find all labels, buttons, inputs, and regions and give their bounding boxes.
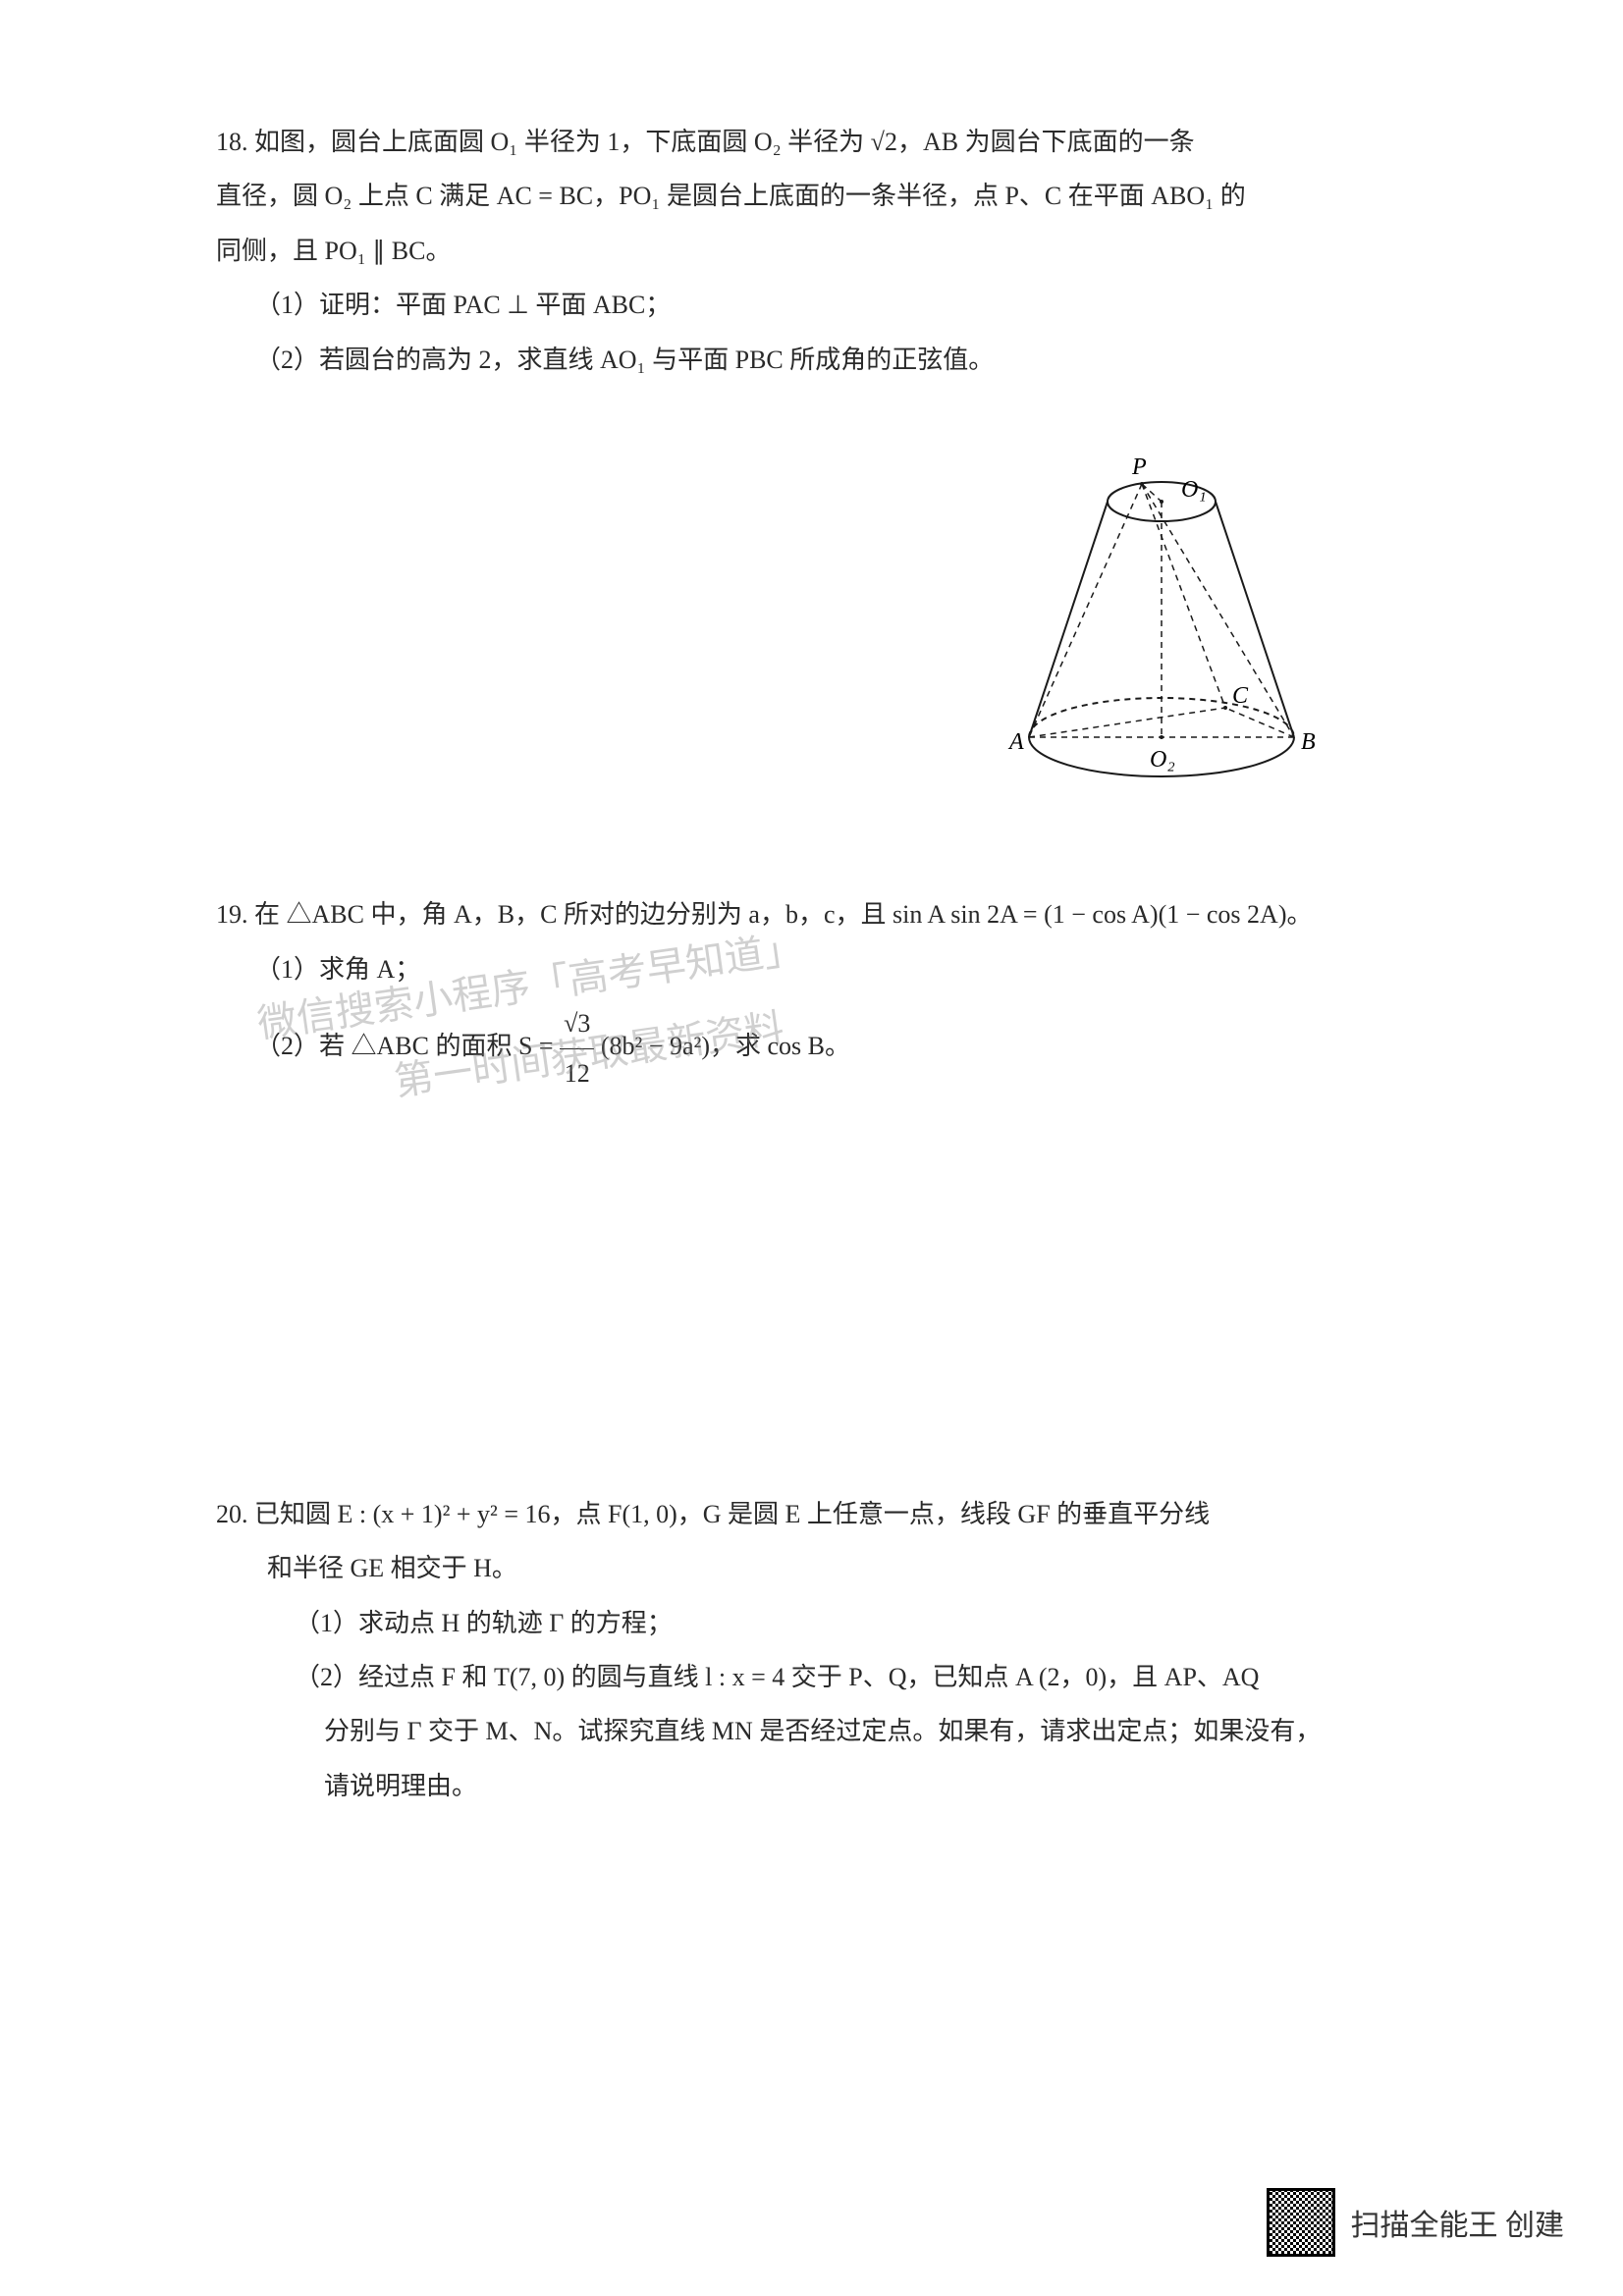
label-P: P [1131, 454, 1147, 480]
qr-code-icon [1267, 2188, 1335, 2257]
p18-q2: （2）若圆台的高为 2，求直线 AO₁ 与平面 PBC 所成角的正弦值。 [216, 336, 1427, 384]
p18-line1: 18. 如图，圆台上底面圆 O₁ 半径为 1，下底面圆 O₂ 半径为 √2，AB… [216, 118, 1427, 166]
p19-q2-post: (8b² − 9a²)，求 cos B。 [601, 1032, 850, 1060]
p19-den: 12 [560, 1049, 594, 1097]
p19-fraction: √3 12 [560, 999, 594, 1097]
p19-stem: 在 △ABC 中，角 A，B，C 所对的边分别为 a，b，c，且 sin A s… [254, 900, 1313, 929]
problem-18: 18. 如图，圆台上底面圆 O₁ 半径为 1，下底面圆 O₂ 半径为 √2，AB… [216, 118, 1427, 384]
p20-q1: （1）求动点 H 的轨迹 Γ 的方程； [216, 1599, 1427, 1647]
label-C: C [1232, 683, 1249, 709]
label-O2: O₂ [1150, 747, 1175, 773]
p20-q2-l1: （2）经过点 F 和 T(7, 0) 的圆与直线 l : x = 4 交于 P、… [216, 1653, 1427, 1701]
footer: 扫描全能王 创建 [1267, 2188, 1565, 2257]
problem-20: 20. 已知圆 E : (x + 1)² + y² = 16，点 F(1, 0)… [216, 1490, 1427, 1810]
p19-q2-pre: （2）若 △ABC 的面积 S = [255, 1032, 560, 1060]
p19-line1: 19. 在 △ABC 中，角 A，B，C 所对的边分别为 a，b，c，且 sin… [216, 890, 1427, 938]
p20-number: 20. [216, 1500, 248, 1528]
footer-text: 扫描全能王 创建 [1351, 2201, 1565, 2244]
p20-q2-l3: 请说明理由。 [216, 1762, 1427, 1810]
p19-number: 19. [216, 900, 248, 929]
label-B: B [1301, 729, 1316, 755]
problem-19: 19. 在 △ABC 中，角 A，B，C 所对的边分别为 a，b，c，且 sin… [216, 890, 1427, 1097]
label-O1: O₁ [1181, 477, 1207, 503]
p18-stem2: 直径，圆 O₂ 上点 C 满足 AC = BC，PO₁ 是圆台上底面的一条半径，… [216, 172, 1427, 220]
p19-q2: （2）若 △ABC 的面积 S = √3 12 (8b² − 9a²)，求 co… [216, 999, 1427, 1097]
p18-stem1: 如图，圆台上底面圆 O₁ 半径为 1，下底面圆 O₂ 半径为 √2，AB 为圆台… [254, 128, 1195, 156]
p19-q1: （1）求角 A； [216, 945, 1427, 993]
p18-stem3: 同侧，且 PO₁ ∥ BC。 [216, 227, 1427, 275]
p20-stem2: 和半径 GE 相交于 H。 [216, 1544, 1427, 1592]
label-A: A [1007, 729, 1024, 755]
figure-frustum: P O₁ C A B O₂ [216, 443, 1427, 831]
p18-number: 18. [216, 128, 248, 156]
frustum-svg: P O₁ C A B O₂ [975, 443, 1348, 816]
p20-stem1: 已知圆 E : (x + 1)² + y² = 16，点 F(1, 0)，G 是… [254, 1500, 1210, 1528]
p20-q2-l2: 分别与 Γ 交于 M、N。试探究直线 MN 是否经过定点。如果有，请求出定点；如… [216, 1707, 1427, 1755]
p18-q1: （1）证明：平面 PAC ⊥ 平面 ABC； [216, 281, 1427, 329]
p19-num: √3 [560, 999, 594, 1048]
p20-line1: 20. 已知圆 E : (x + 1)² + y² = 16，点 F(1, 0)… [216, 1490, 1427, 1538]
blank-space [216, 1156, 1427, 1490]
